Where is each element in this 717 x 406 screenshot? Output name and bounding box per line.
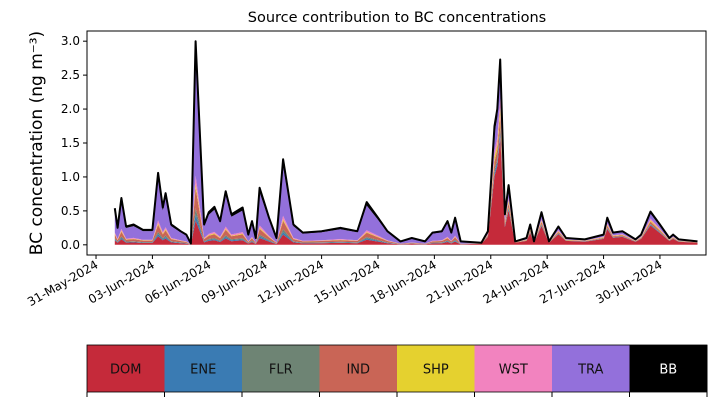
y-tick-label: 0.5: [61, 204, 80, 218]
total-line: [113, 40, 698, 245]
legend-swatch-shp: [397, 345, 475, 392]
legend-frame: [86, 344, 708, 393]
legend-swatch-tra: [552, 345, 630, 392]
area-layers: [113, 40, 698, 245]
y-tick-label: 2.5: [61, 68, 80, 82]
y-tick-label: 1.0: [61, 170, 80, 184]
legend-swatch-ind: [319, 345, 398, 392]
legend-label: TRA: [577, 363, 603, 378]
y-tick-label: 3.0: [61, 34, 80, 48]
y-tick-label: 1.5: [61, 136, 80, 150]
legend-swatch-dom: [87, 345, 165, 392]
source-colorbar-legend: DOM ENE FLR IND SHP WST TRA BB: [86, 344, 708, 397]
y-tick-label: 0.0: [61, 238, 80, 252]
legend-label: FLR: [269, 363, 293, 378]
plot-frame: [86, 30, 707, 256]
area-tra: [114, 57, 698, 245]
legend-label: SHP: [423, 363, 449, 378]
legend-label: BB: [659, 363, 677, 378]
legend-swatch-ene: [164, 345, 243, 392]
legend-label: WST: [499, 363, 528, 378]
y-axis-label: BC concentration (ng m⁻³): [27, 31, 47, 255]
legend-swatch-bb: [629, 345, 708, 392]
chart-title: Source contribution to BC concentrations: [248, 10, 546, 26]
legend-label: ENE: [190, 363, 216, 378]
y-axis-ticks: 0.0 0.5 1.0 1.5 2.0 2.5 3.0: [61, 34, 87, 252]
legend-swatch-wst: [474, 345, 553, 392]
y-tick-label: 2.0: [61, 102, 80, 116]
legend-label: DOM: [110, 363, 141, 378]
x-axis-ticks: 31-May-202403-Jun-202406-Jun-202409-Jun-…: [25, 255, 664, 309]
legend-label: IND: [346, 363, 370, 378]
legend-swatch-flr: [242, 345, 320, 392]
